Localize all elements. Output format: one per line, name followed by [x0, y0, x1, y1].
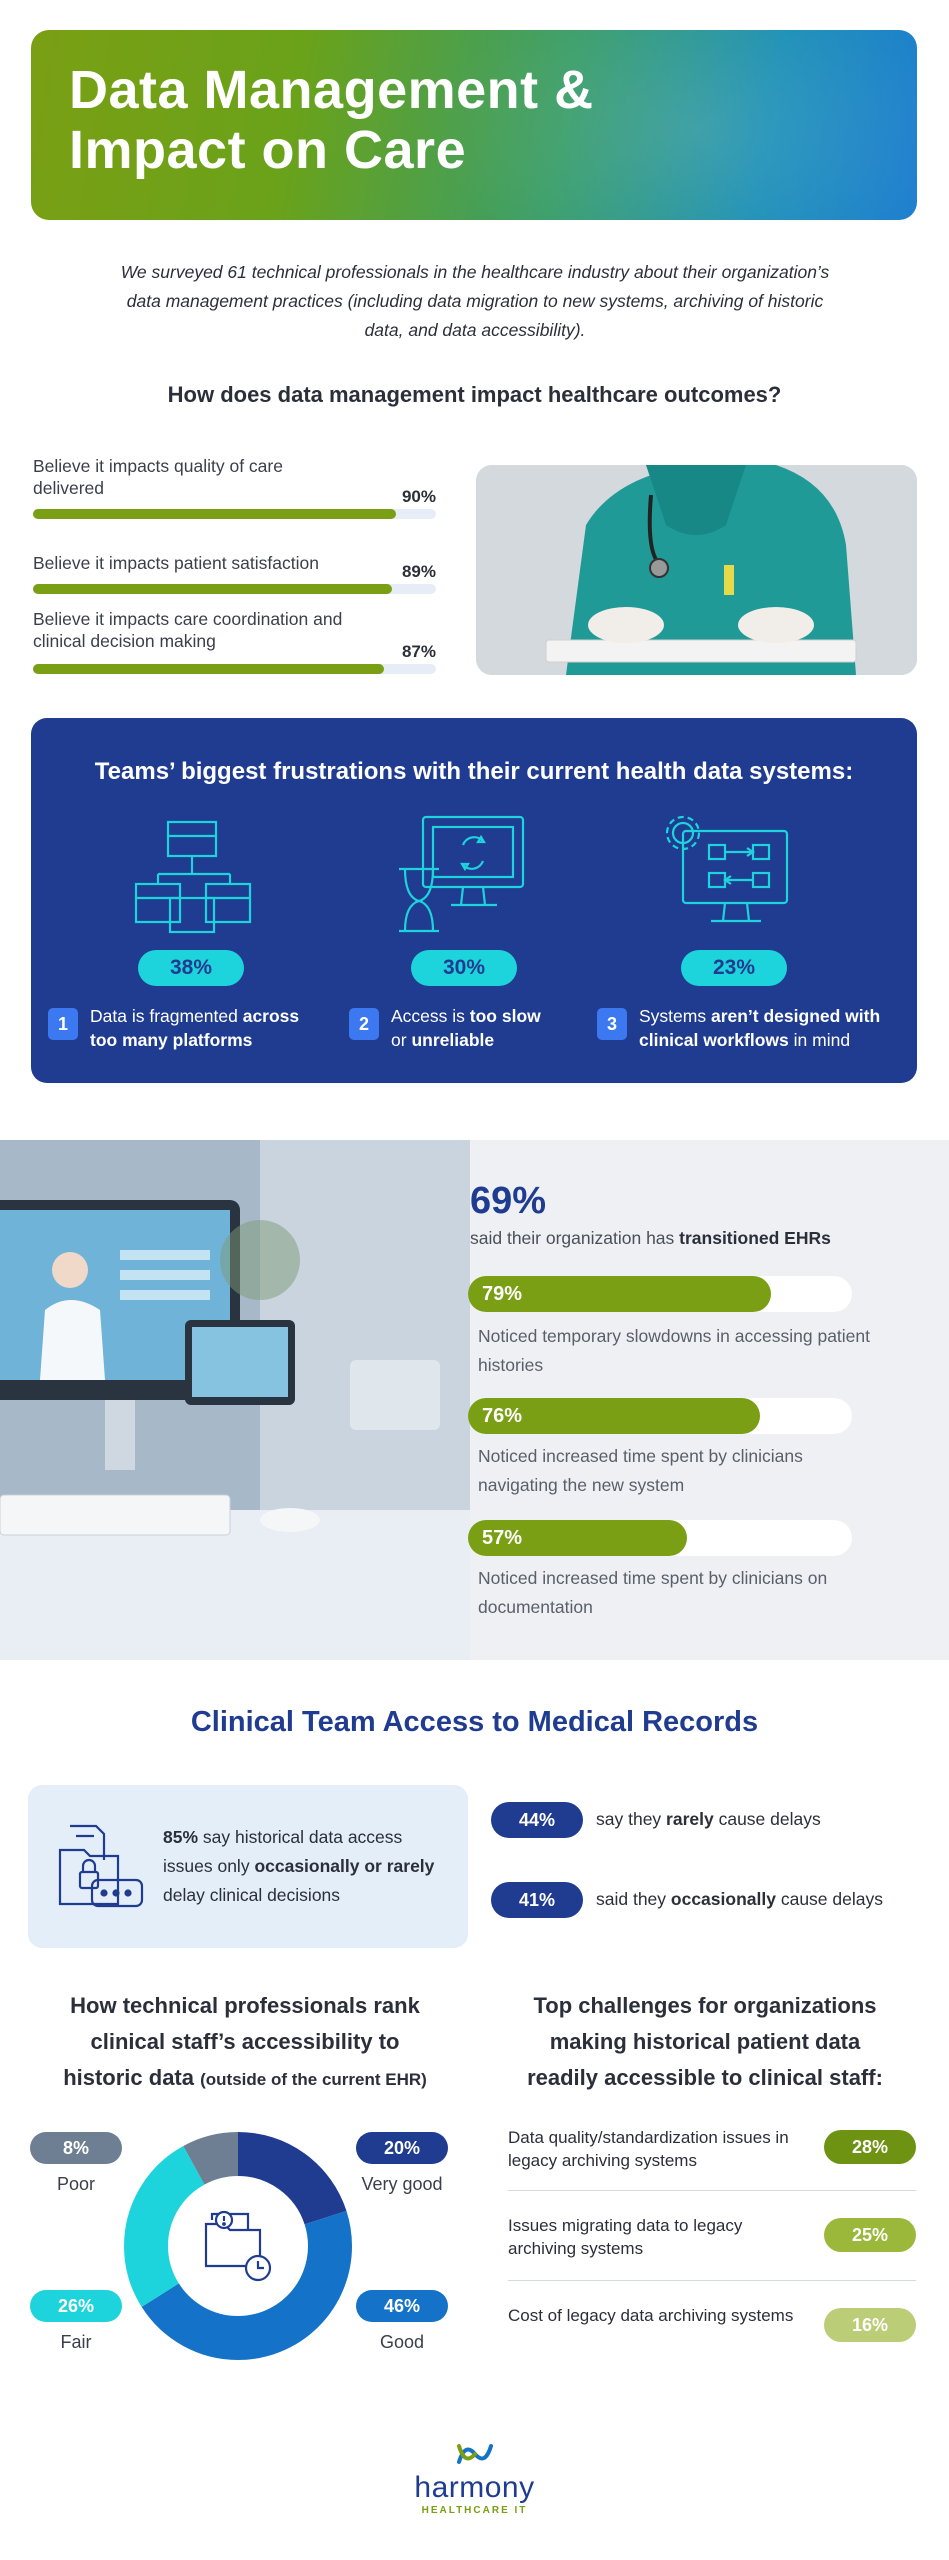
challenges-title: Top challenges for organizations making … [527, 1993, 883, 2090]
hero-glow [437, 30, 917, 220]
fair-pct-pill: 26% [30, 2290, 122, 2322]
frustration-2-number: 2 [349, 1008, 379, 1040]
access-summary-card: 85% say historical data access issues on… [28, 1785, 468, 1948]
ehr-desc-documentation: Noticed increased time spent by clinicia… [478, 1568, 828, 1617]
frustrations-title: Teams’ biggest frustrations with their c… [94, 758, 854, 785]
impact-question: How does data management impact healthca… [167, 382, 782, 407]
ehr-transition-text: said their organization has transitioned… [470, 1228, 831, 1248]
accessibility-donut-chart [124, 2132, 352, 2360]
frustration-1-number: 1 [48, 1008, 78, 1040]
access-title: Clinical Team Access to Medical Records [190, 1706, 759, 1738]
occasionally-pct-pill: 41% [491, 1882, 583, 1918]
harmony-wave-icon [456, 2444, 493, 2464]
ehr-bar-documentation: 57% [468, 1520, 852, 1556]
ehr-transition-pct: 69% [470, 1180, 547, 1222]
frustration-2-pct: 30% [411, 950, 517, 986]
impact-stat-satisfaction: Believe it impacts patient satisfaction … [33, 552, 436, 594]
challenge-data-quality: Data quality/standardization issues in l… [508, 2126, 916, 2174]
rarely-text: say they rarely cause delays [596, 1809, 821, 1829]
challenge-migration: Issues migrating data to legacy archivin… [508, 2214, 916, 2262]
good-pct-pill: 46% [356, 2290, 448, 2322]
ehr-desc-navigation: Noticed increased time spent by clinicia… [478, 1446, 803, 1495]
harmony-logo: harmony HEALTHCARE IT [0, 2440, 949, 2516]
frustration-1-pct: 38% [138, 950, 244, 986]
very-good-pct-pill: 20% [356, 2132, 448, 2164]
intro-text: We surveyed 61 technical professionals i… [120, 262, 830, 340]
impact-stat-coordination: Believe it impacts care coordination and… [33, 608, 436, 674]
ehr-bar-navigation: 76% [468, 1398, 852, 1434]
ehr-desc-slowdowns: Noticed temporary slowdowns in accessing… [478, 1326, 870, 1375]
frustration-1-text: Data is fragmented across too many platf… [90, 1006, 300, 1050]
good-label: Good [379, 2332, 425, 2352]
ehr-computer-photo [0, 1140, 470, 1660]
access-summary-text: 85% say historical data access issues on… [163, 1827, 435, 1905]
challenge-cost: Cost of legacy data archiving systems 16… [508, 2304, 916, 2352]
frustration-3-text: Systems aren’t designed with clinical wo… [639, 1006, 881, 1050]
page-title: Data Management & Impact on Care [69, 60, 594, 180]
poor-label: Poor [56, 2174, 96, 2194]
frustration-3-number: 3 [597, 1008, 627, 1040]
occasionally-text: said they occasionally cause delays [596, 1889, 883, 1909]
locked-folder-icon [58, 1824, 144, 1908]
frustration-2-text: Access is too slow or unreliable [391, 1006, 541, 1050]
impact-bar [33, 509, 436, 519]
impact-bar [33, 584, 436, 594]
fragmented-blocks-icon [134, 820, 252, 934]
ranking-title: How technical professionals rank clinica… [63, 1993, 427, 2090]
frustrations-panel: Teams’ biggest frustrations with their c… [31, 718, 917, 1083]
folder-clock-icon [204, 2210, 272, 2282]
workflow-gear-monitor-icon [665, 815, 789, 923]
slow-computer-hourglass-icon [399, 815, 525, 933]
impact-bar [33, 664, 436, 674]
clinician-keyboard-photo [476, 465, 917, 675]
ehr-bar-slowdowns: 79% [468, 1276, 852, 1312]
rarely-pct-pill: 44% [491, 1802, 583, 1838]
divider [508, 2280, 916, 2281]
poor-pct-pill: 8% [30, 2132, 122, 2164]
impact-stat-quality: Believe it impacts quality of care deliv… [33, 455, 436, 519]
hero-banner: Data Management & Impact on Care [31, 30, 917, 220]
very-good-label: Very good [361, 2174, 443, 2194]
frustration-3-pct: 23% [681, 950, 787, 986]
divider [508, 2190, 916, 2191]
fair-label: Fair [60, 2332, 92, 2352]
